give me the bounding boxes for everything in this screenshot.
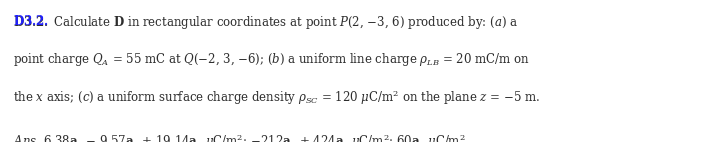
Text: $\mathit{Ans}$. 6.38$\mathbf{a}_x$ $-$ 9.57$\mathbf{a}_y$ + 19.14$\mathbf{a}_z$ : $\mathit{Ans}$. 6.38$\mathbf{a}_x$ $-$ 9… (13, 132, 466, 142)
Text: point charge $Q_A$ = 55 mC at $Q$($-$2, 3, $-$6); ($b$) a uniform line charge $\: point charge $Q_A$ = 55 mC at $Q$($-$2, … (13, 51, 530, 68)
Text: the $x$ axis; ($c$) a uniform surface charge density $\rho_{SC}$ = 120 $\mu$C/m$: the $x$ axis; ($c$) a uniform surface ch… (13, 88, 540, 107)
Text: $\mathbf{D3.2.}$: $\mathbf{D3.2.}$ (13, 14, 48, 28)
Text: $\mathbf{D3.2.}$ Calculate $\mathbf{D}$ in rectangular coordinates at point $P$(: $\mathbf{D3.2.}$ Calculate $\mathbf{D}$ … (13, 14, 518, 31)
